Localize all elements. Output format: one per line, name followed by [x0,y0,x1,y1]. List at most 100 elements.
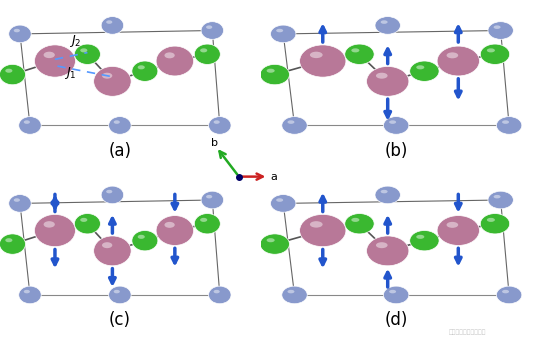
Ellipse shape [496,286,522,304]
Ellipse shape [209,286,231,304]
Ellipse shape [209,117,231,134]
Ellipse shape [200,48,207,53]
Ellipse shape [383,117,409,134]
Ellipse shape [376,242,388,248]
Ellipse shape [276,198,283,202]
Ellipse shape [410,231,439,251]
Ellipse shape [481,44,510,64]
Ellipse shape [410,61,439,81]
Ellipse shape [113,120,120,124]
Ellipse shape [102,242,112,248]
Ellipse shape [300,45,346,77]
Ellipse shape [260,64,289,85]
Ellipse shape [9,25,31,43]
Text: $J_1$: $J_1$ [64,65,76,81]
Ellipse shape [24,290,30,293]
Ellipse shape [74,214,100,234]
Ellipse shape [109,286,131,304]
Ellipse shape [267,69,275,73]
Ellipse shape [74,44,100,64]
Ellipse shape [0,64,26,85]
Ellipse shape [416,65,424,69]
Ellipse shape [287,290,294,293]
Ellipse shape [502,290,509,293]
Ellipse shape [201,22,224,39]
Ellipse shape [383,286,409,304]
Ellipse shape [213,120,220,124]
Ellipse shape [376,73,388,79]
Ellipse shape [201,191,224,209]
Text: (a): (a) [109,142,131,160]
Ellipse shape [488,22,513,39]
Ellipse shape [287,120,294,124]
Text: (b): (b) [384,142,408,160]
Ellipse shape [367,236,409,266]
Ellipse shape [389,120,396,124]
Ellipse shape [437,46,479,76]
Text: (c): (c) [109,312,131,330]
Text: a: a [270,172,277,182]
Ellipse shape [80,218,87,222]
Ellipse shape [14,198,20,202]
Ellipse shape [381,190,388,193]
Ellipse shape [487,218,495,222]
Ellipse shape [381,20,388,24]
Ellipse shape [270,25,296,43]
Ellipse shape [138,235,145,239]
Ellipse shape [276,29,283,32]
Ellipse shape [351,48,359,53]
Ellipse shape [132,231,158,251]
Ellipse shape [165,52,175,58]
Ellipse shape [132,61,158,81]
Text: 材料科学与凝聚态物理: 材料科学与凝聚态物理 [449,329,487,335]
Ellipse shape [34,214,75,247]
Ellipse shape [109,117,131,134]
Ellipse shape [194,44,220,64]
Ellipse shape [267,238,275,242]
Ellipse shape [94,66,131,96]
Text: b: b [211,138,218,148]
Ellipse shape [375,186,400,204]
Ellipse shape [310,52,323,58]
Ellipse shape [9,195,31,212]
Ellipse shape [494,25,501,29]
Ellipse shape [102,73,112,79]
Ellipse shape [206,25,212,29]
Ellipse shape [113,290,120,293]
Ellipse shape [502,120,509,124]
Ellipse shape [496,117,522,134]
Ellipse shape [494,195,501,198]
Ellipse shape [101,186,124,204]
Text: $J_2$: $J_2$ [69,33,81,49]
Ellipse shape [310,221,323,227]
Ellipse shape [156,46,193,76]
Ellipse shape [260,234,289,254]
Ellipse shape [345,44,374,64]
Ellipse shape [282,117,307,134]
Ellipse shape [389,290,396,293]
Ellipse shape [94,236,131,266]
Ellipse shape [18,286,41,304]
Text: (d): (d) [384,312,408,330]
Ellipse shape [194,214,220,234]
Ellipse shape [14,29,20,32]
Ellipse shape [106,20,112,24]
Ellipse shape [5,238,12,242]
Ellipse shape [43,221,55,227]
Ellipse shape [24,120,30,124]
Ellipse shape [375,17,400,34]
Ellipse shape [487,48,495,53]
Ellipse shape [437,216,479,245]
Ellipse shape [43,52,55,58]
Ellipse shape [488,191,513,209]
Ellipse shape [138,65,145,69]
Ellipse shape [351,218,359,222]
Ellipse shape [80,48,87,53]
Ellipse shape [213,290,220,293]
Ellipse shape [0,234,26,254]
Ellipse shape [446,52,458,58]
Ellipse shape [156,216,193,245]
Ellipse shape [270,195,296,212]
Ellipse shape [165,222,175,228]
Ellipse shape [18,117,41,134]
